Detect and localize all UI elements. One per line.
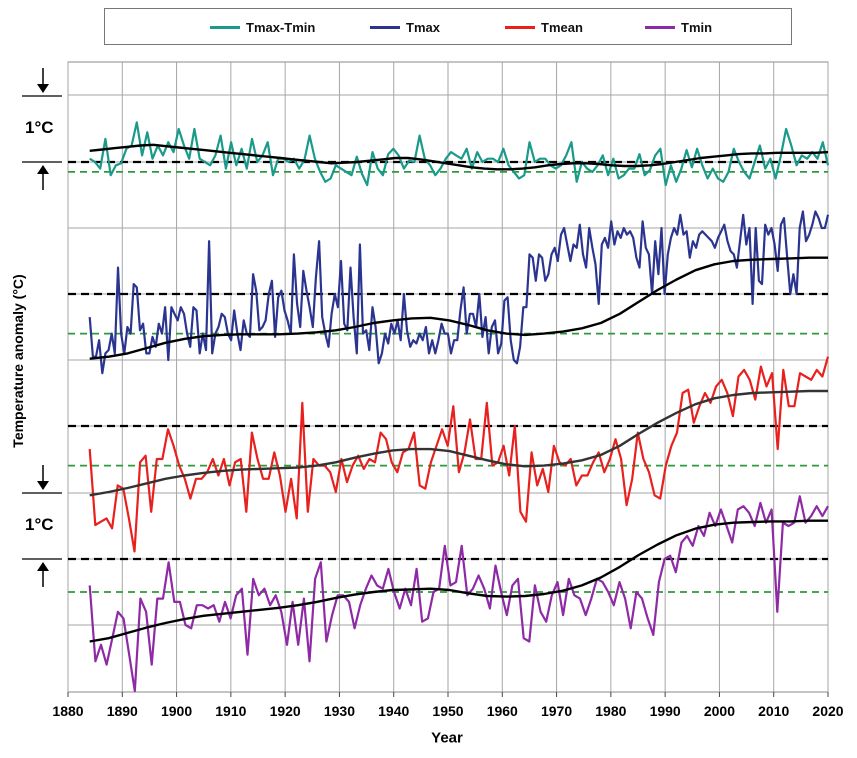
x-tick-label: 1950: [432, 703, 463, 719]
upper-arrow-up-icon: [37, 165, 49, 174]
x-tick-label: 1930: [324, 703, 355, 719]
trend-line-tmax: [89, 256, 828, 360]
trend-line-tmax-tmin: [89, 143, 829, 171]
legend: Tmax-Tmin Tmax Tmean Tmin: [104, 8, 792, 45]
scale-label-top: 1°C: [25, 118, 54, 137]
x-tick-label: 1970: [541, 703, 572, 719]
legend-swatch-tmin: [645, 26, 675, 29]
x-tick-label: 1890: [107, 703, 138, 719]
legend-swatch-tmax: [370, 26, 400, 29]
x-tick-label: 1940: [378, 703, 409, 719]
x-tick-label: 1920: [270, 703, 301, 719]
legend-label: Tmax: [406, 20, 440, 35]
x-tick-label: 1990: [650, 703, 681, 719]
x-tick-label: 1910: [215, 703, 246, 719]
series-line-tmax: [88, 210, 830, 375]
legend-swatch-tmax-tmin: [210, 26, 240, 29]
trend-line-tmean: [89, 389, 828, 497]
series-line-tmin: [88, 495, 829, 693]
x-tick-label: 2000: [704, 703, 735, 719]
legend-item-tmin: Tmin: [645, 9, 712, 46]
x-tick-label: 1980: [595, 703, 626, 719]
series-line-tmean: [88, 356, 830, 553]
upper-arrow-down-icon: [37, 84, 49, 93]
x-tick-label: 1900: [161, 703, 192, 719]
legend-item-tmax-tmin: Tmax-Tmin: [210, 9, 315, 46]
x-tick-label: 2010: [758, 703, 789, 719]
x-axis-label: Year: [431, 729, 463, 747]
x-tick-label: 1880: [52, 703, 83, 719]
scale-label-bottom: 1°C: [25, 515, 54, 534]
legend-swatch-tmean: [505, 26, 535, 29]
legend-label: Tmin: [681, 20, 713, 35]
legend-label: Tmax-Tmin: [246, 20, 316, 35]
x-tick-label: 1960: [487, 703, 518, 719]
y-axis-label: Temperature anomaly (°C): [10, 274, 26, 448]
x-tick-label: 2020: [812, 703, 843, 719]
legend-label: Tmean: [541, 20, 583, 35]
series-line-tmax-tmin: [89, 121, 830, 187]
trend-line-tmin: [89, 519, 828, 643]
legend-item-tmean: Tmean: [505, 9, 583, 46]
legend-item-tmax: Tmax: [370, 9, 440, 46]
lower-arrow-down-icon: [37, 481, 49, 490]
lower-arrow-up-icon: [37, 562, 49, 571]
